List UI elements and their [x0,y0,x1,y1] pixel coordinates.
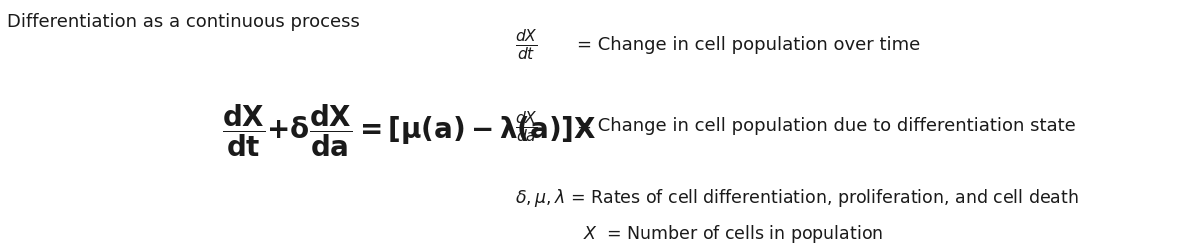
Text: = Change in cell population over time: = Change in cell population over time [577,35,920,54]
Text: $\delta, \mu, \lambda$ = Rates of cell differentiation, proliferation, and cell : $\delta, \mu, \lambda$ = Rates of cell d… [515,187,1079,209]
Text: $\frac{dX}{da}$: $\frac{dX}{da}$ [515,109,538,144]
Text: $X$  = Number of cells in population: $X$ = Number of cells in population [583,223,883,245]
Text: = Change in cell population due to differentiation state: = Change in cell population due to diffe… [577,117,1076,135]
Text: $\frac{dX}{dt}$: $\frac{dX}{dt}$ [515,27,538,62]
Text: $\dfrac{\mathbf{d}\mathbf{X}}{\mathbf{d}\mathbf{t}}$$\mathbf{+\delta}$$\dfrac{\m: $\dfrac{\mathbf{d}\mathbf{X}}{\mathbf{d}… [222,103,596,159]
Text: Differentiation as a continuous process: Differentiation as a continuous process [7,13,360,31]
